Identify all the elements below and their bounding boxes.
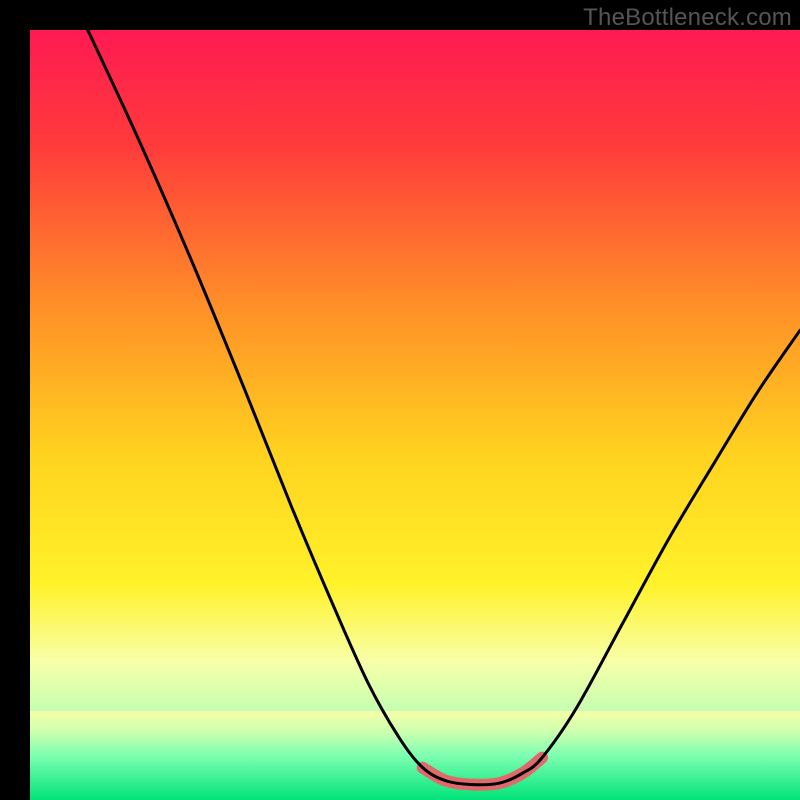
bottleneck-curve-chart (0, 0, 800, 800)
chart-stage: TheBottleneck.com (0, 0, 800, 800)
curve-main (88, 30, 800, 785)
watermark-text: TheBottleneck.com (583, 4, 792, 32)
